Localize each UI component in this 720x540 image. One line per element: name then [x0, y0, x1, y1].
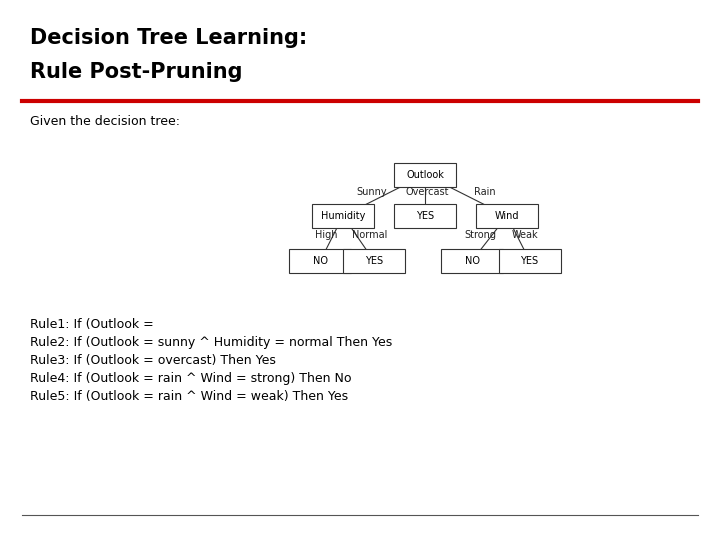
Text: NO: NO — [313, 255, 328, 266]
Text: Humidity: Humidity — [321, 211, 365, 221]
Text: Decision Tree Learning:: Decision Tree Learning: — [30, 28, 307, 48]
FancyBboxPatch shape — [312, 204, 374, 228]
FancyBboxPatch shape — [476, 204, 538, 228]
Text: YES: YES — [365, 255, 383, 266]
Text: Strong: Strong — [464, 230, 496, 240]
Text: YES: YES — [521, 255, 539, 266]
Text: Rule4: If (Outlook = rain ^ Wind = strong) Then No: Rule4: If (Outlook = rain ^ Wind = stron… — [30, 372, 351, 385]
Text: Rule Post-Pruning: Rule Post-Pruning — [30, 62, 243, 82]
Text: Weak: Weak — [512, 230, 539, 240]
FancyBboxPatch shape — [289, 248, 351, 273]
Text: Rain: Rain — [474, 187, 495, 197]
Text: Outlook: Outlook — [406, 170, 444, 180]
Text: Given the decision tree:: Given the decision tree: — [30, 115, 180, 128]
Text: Sunny: Sunny — [356, 187, 387, 197]
Text: YES: YES — [416, 211, 434, 221]
FancyBboxPatch shape — [394, 204, 456, 228]
FancyBboxPatch shape — [394, 163, 456, 187]
Text: Normal: Normal — [352, 230, 387, 240]
Text: Wind: Wind — [495, 211, 519, 221]
FancyBboxPatch shape — [498, 248, 561, 273]
Text: Rule3: If (Outlook = overcast) Then Yes: Rule3: If (Outlook = overcast) Then Yes — [30, 354, 276, 367]
FancyBboxPatch shape — [441, 248, 503, 273]
FancyBboxPatch shape — [343, 248, 405, 273]
Text: Overcast: Overcast — [405, 187, 449, 197]
Text: Rule5: If (Outlook = rain ^ Wind = weak) Then Yes: Rule5: If (Outlook = rain ^ Wind = weak)… — [30, 390, 348, 403]
Text: Rule2: If (Outlook = sunny ^ Humidity = normal Then Yes: Rule2: If (Outlook = sunny ^ Humidity = … — [30, 336, 392, 349]
Text: Rule1: If (Outlook =: Rule1: If (Outlook = — [30, 318, 154, 331]
Text: High: High — [315, 230, 337, 240]
Text: NO: NO — [464, 255, 480, 266]
